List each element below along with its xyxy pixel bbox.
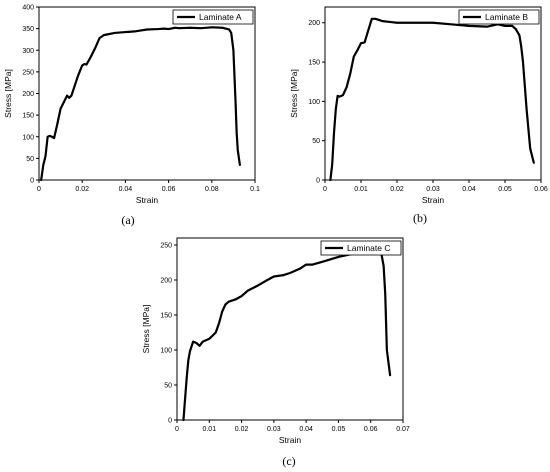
x-tick-label: 0.06 — [534, 186, 548, 193]
y-axis-label: Stress [MPa] — [289, 69, 299, 118]
x-tick-label: 0.05 — [498, 186, 512, 193]
legend-box — [172, 9, 254, 25]
y-tick-label: 400 — [22, 5, 34, 12]
series-line-laminate-b — [329, 17, 535, 182]
y-tick-label: 0 — [30, 178, 34, 185]
y-tick-label: 0 — [316, 178, 320, 185]
y-tick-label: 200 — [160, 278, 172, 285]
y-tick-label: 50 — [164, 383, 172, 390]
panel-label: (b) — [413, 211, 427, 225]
panel-label: (c) — [282, 454, 295, 468]
x-tick-label: 0.02 — [390, 186, 404, 193]
x-tick-label: 0 — [37, 186, 41, 193]
legend-entry: Laminate C — [347, 243, 390, 253]
x-tick-label: 0.02 — [75, 186, 89, 193]
panel-label: (a) — [121, 213, 134, 227]
x-tick-label: 0.04 — [299, 426, 313, 433]
x-tick-label: 0 — [175, 426, 179, 433]
y-tick-label: 200 — [308, 20, 320, 27]
y-tick-label: 200 — [22, 91, 34, 98]
x-tick-label: 0.05 — [332, 426, 346, 433]
x-tick-label: 0.01 — [354, 186, 368, 193]
x-tick-label: 0.06 — [364, 426, 378, 433]
y-tick-label: 100 — [160, 348, 172, 355]
x-tick-label: 0.04 — [119, 186, 133, 193]
legend-entry: Laminate A — [199, 12, 242, 22]
plot-frame — [176, 237, 404, 421]
x-axis-label: Strain — [136, 195, 158, 205]
y-tick-label: 100 — [22, 134, 34, 141]
y-tick-label: 100 — [308, 99, 320, 106]
x-tick-label: 0.03 — [267, 426, 281, 433]
y-tick-label: 300 — [22, 48, 34, 55]
y-tick-label: 0 — [168, 418, 172, 425]
x-tick-label: 0.03 — [426, 186, 440, 193]
x-tick-label: 0.04 — [462, 186, 476, 193]
x-axis-label: Strain — [422, 195, 444, 205]
x-tick-label: 0 — [323, 186, 327, 193]
x-tick-label: 0.02 — [235, 426, 249, 433]
y-tick-label: 150 — [308, 60, 320, 67]
y-tick-label: 50 — [26, 156, 34, 163]
legend-box — [458, 9, 540, 25]
y-tick-label: 350 — [22, 26, 34, 33]
chart-panel-1: 0 0.02 0.04 0.06 0.08 0.1 0 50 100 150 200 250 300 35… — [3, 5, 260, 228]
y-tick-label: 50 — [312, 138, 320, 145]
chart-panel-3: 0 0.01 0.02 0.03 0.04 0.05 0.06 0.07 0 50 100 150 20… — [141, 237, 410, 468]
series-line-laminate-c — [182, 246, 392, 422]
x-tick-label: 0.01 — [202, 426, 216, 433]
y-tick-label: 250 — [22, 69, 34, 76]
x-axis-label: Strain — [279, 435, 301, 445]
y-tick-label: 150 — [22, 113, 34, 120]
x-tick-label: 0.06 — [162, 186, 176, 193]
legend-entry: Laminate B — [485, 12, 528, 22]
plot-frame — [324, 6, 542, 181]
legend-box — [320, 240, 402, 256]
x-tick-label: 0.1 — [250, 186, 260, 193]
y-tick-label: 150 — [160, 313, 172, 320]
series-line-laminate-a — [40, 26, 241, 182]
y-axis-label: Stress [MPa] — [3, 69, 13, 118]
x-tick-label: 0.07 — [396, 426, 410, 433]
x-tick-label: 0.08 — [205, 186, 219, 193]
chart-panel-2: 0 0.01 0.02 0.03 0.04 0.05 0.06 0 50 100 150 200 Str… — [289, 6, 548, 225]
y-axis-label: Stress [MPa] — [141, 305, 151, 354]
y-tick-label: 250 — [160, 243, 172, 250]
